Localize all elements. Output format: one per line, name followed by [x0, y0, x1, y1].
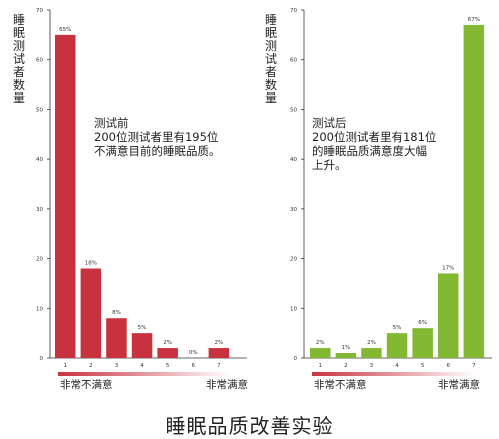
right-data-label: 6%	[418, 320, 427, 326]
right-y-tick-label: 50	[290, 107, 297, 113]
left-x-tick-label: 3	[115, 363, 119, 369]
left-x-tick-label: 1	[64, 363, 68, 369]
left-annotation: 测试前 200位测试者里有195位 不满意目前的睡眠品质。	[94, 116, 221, 158]
right-data-label: 2%	[316, 340, 325, 346]
right-bar	[463, 24, 485, 359]
left-data-label: 2%	[214, 340, 223, 346]
left-bar	[131, 333, 153, 358]
right-annotation-line-3: 上升。	[312, 158, 347, 172]
right-bar	[335, 353, 357, 358]
left-scale-high-label: 非常满意	[206, 379, 248, 391]
right-annotation-title: 测试后	[312, 116, 347, 130]
left-y-tick-label: 0	[40, 356, 44, 362]
right-y-axis-label: 睡眠测试者数量	[264, 13, 277, 105]
right-bar	[386, 333, 408, 358]
left-data-label: 18%	[85, 261, 97, 267]
left-annotation-title: 测试前	[94, 116, 129, 130]
right-y-tick-label: 20	[290, 257, 297, 263]
right-data-label: 2%	[367, 340, 376, 346]
right-x-tick-label: 1	[319, 363, 323, 369]
right-y-tick-label: 30	[290, 207, 297, 213]
left-data-label: 8%	[112, 310, 121, 316]
right-bar	[412, 328, 433, 358]
right-x-tick-label: 6	[447, 363, 451, 369]
right-y-tick-label: 40	[290, 157, 297, 163]
left-x-tick-label: 4	[140, 363, 144, 369]
right-annotation-line-1: 200位测试者里有181位	[312, 130, 437, 144]
right-x-tick-label: 4	[395, 363, 399, 369]
right-data-label: 1%	[341, 345, 350, 351]
left-y-tick-label: 10	[36, 306, 43, 312]
left-bar	[106, 318, 127, 358]
right-bar	[310, 348, 331, 358]
right-data-label: 5%	[393, 325, 402, 331]
left-bar	[208, 348, 230, 358]
left-annotation-line-1: 200位测试者里有195位	[94, 130, 219, 144]
left-y-tick-label: 60	[36, 58, 43, 64]
right-annotation-line-2: 的睡眠品质满意度大幅	[312, 144, 427, 158]
left-x-tick-label: 6	[192, 363, 196, 369]
left-bar	[157, 348, 178, 358]
left-data-label: 5%	[138, 325, 147, 331]
left-x-tick-label: 2	[89, 363, 93, 369]
left-y-tick-label: 70	[36, 8, 43, 14]
left-y-tick-label: 50	[36, 107, 43, 113]
right-x-tick-label: 5	[421, 363, 425, 369]
right-data-label: 17%	[442, 265, 454, 271]
left-y-tick-label: 30	[36, 207, 43, 213]
right-y-tick-label: 60	[290, 58, 297, 64]
left-y-tick-label: 20	[36, 257, 43, 263]
left-bar	[55, 34, 76, 358]
right-y-tick-label: 70	[290, 8, 297, 14]
left-y-tick-label: 40	[36, 157, 43, 163]
right-y-tick-label: 0	[294, 356, 298, 362]
left-satisfaction-gradient	[58, 372, 231, 376]
left-data-label: 2%	[163, 340, 172, 346]
right-scale-low-label: 非常不满意	[314, 379, 367, 391]
left-data-label: 0%	[189, 350, 198, 356]
right-annotation: 测试后 200位测试者里有181位 的睡眠品质满意度大幅 上升。	[312, 116, 436, 172]
right-y-tick-label: 10	[290, 306, 297, 312]
right-bar	[361, 348, 382, 358]
left-x-tick-label: 7	[217, 363, 221, 369]
left-bar	[80, 268, 102, 358]
left-y-axis-label: 睡眠测试者数量	[12, 13, 25, 105]
right-x-tick-label: 3	[370, 363, 374, 369]
right-data-label: 67%	[468, 17, 480, 23]
right-satisfaction-gradient	[312, 372, 476, 376]
right-bar	[438, 273, 459, 358]
right-x-tick-label: 2	[344, 363, 348, 369]
left-data-label: 65%	[59, 27, 71, 33]
right-scale-high-label: 非常满意	[438, 379, 480, 391]
page-title: 睡眠品质改善实验	[165, 414, 334, 438]
left-x-tick-label: 5	[166, 363, 170, 369]
left-scale-low-label: 非常不满意	[60, 379, 113, 391]
right-x-tick-label: 7	[472, 363, 476, 369]
left-annotation-line-2: 不满意目前的睡眠品质。	[94, 144, 221, 158]
